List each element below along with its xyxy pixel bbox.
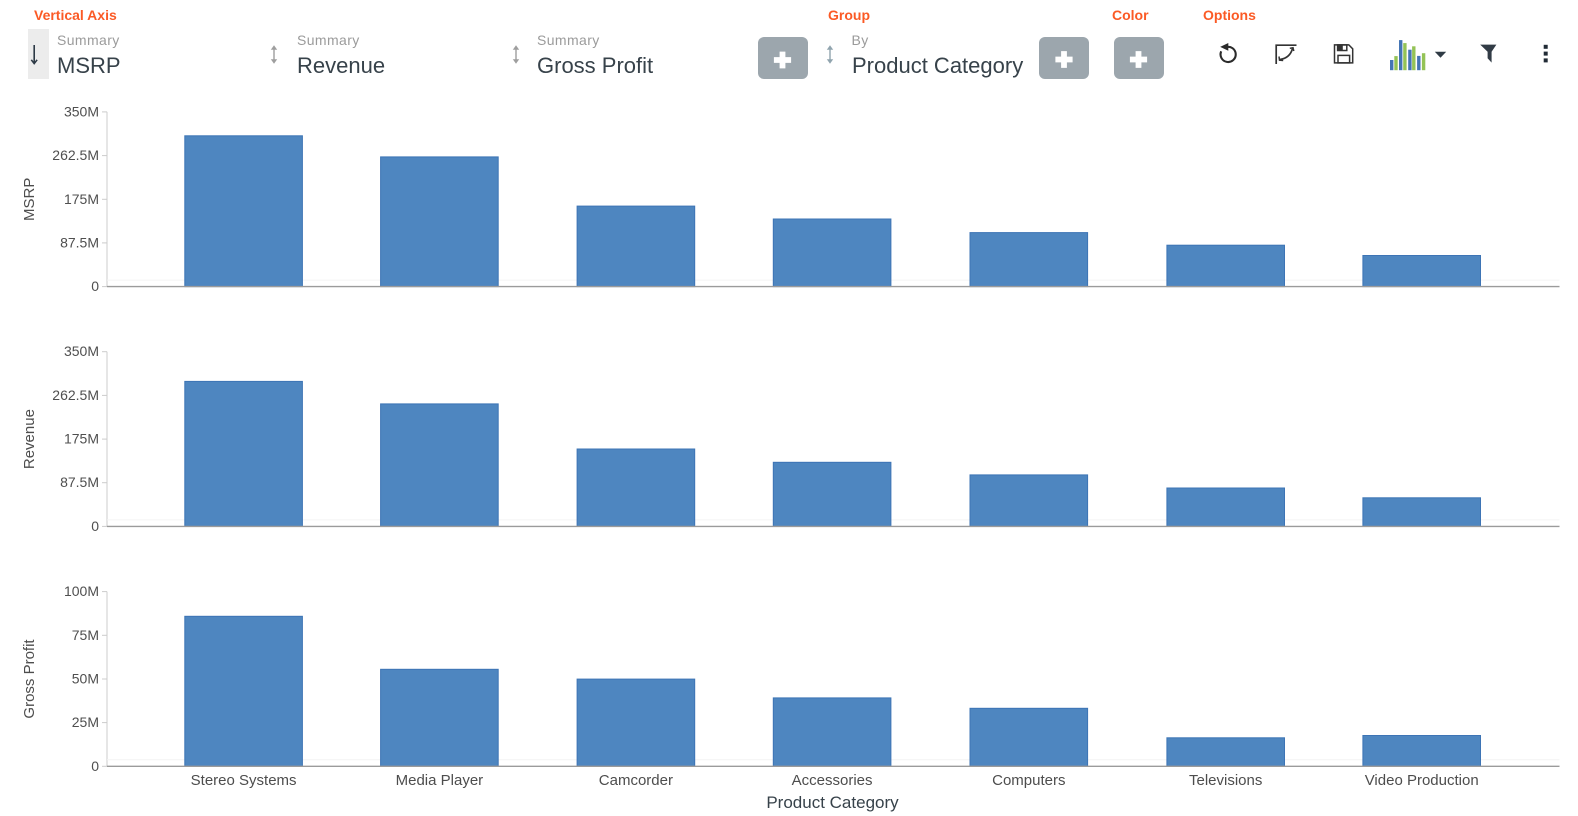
svg-text:Media Player: Media Player [396,772,484,789]
svg-text:175M: 175M [64,431,99,447]
svg-text:87.5M: 87.5M [60,234,99,250]
svg-text:0: 0 [91,278,99,294]
svg-text:25M: 25M [72,714,99,730]
svg-text:MSRP: MSRP [21,178,38,221]
svg-text:Accessories: Accessories [792,772,873,789]
svg-text:Gross Profit: Gross Profit [21,639,38,719]
svg-text:262.5M: 262.5M [52,147,99,163]
svg-text:87.5M: 87.5M [60,474,99,490]
svg-text:50M: 50M [72,671,99,687]
svg-text:100M: 100M [64,583,99,599]
svg-text:Televisions: Televisions [1189,772,1262,789]
svg-text:Camcorder: Camcorder [599,772,673,789]
svg-text:Video Production: Video Production [1365,772,1479,789]
svg-text:Stereo Systems: Stereo Systems [191,772,297,789]
svg-text:0: 0 [91,518,99,534]
svg-text:Revenue: Revenue [21,409,38,469]
svg-text:0: 0 [91,758,99,774]
svg-text:175M: 175M [64,191,99,207]
svg-text:350M: 350M [64,343,99,359]
svg-text:Product Category: Product Category [766,793,899,812]
svg-text:75M: 75M [72,627,99,643]
svg-text:350M: 350M [64,103,99,119]
svg-text:262.5M: 262.5M [52,387,99,403]
svg-text:Computers: Computers [992,772,1065,789]
